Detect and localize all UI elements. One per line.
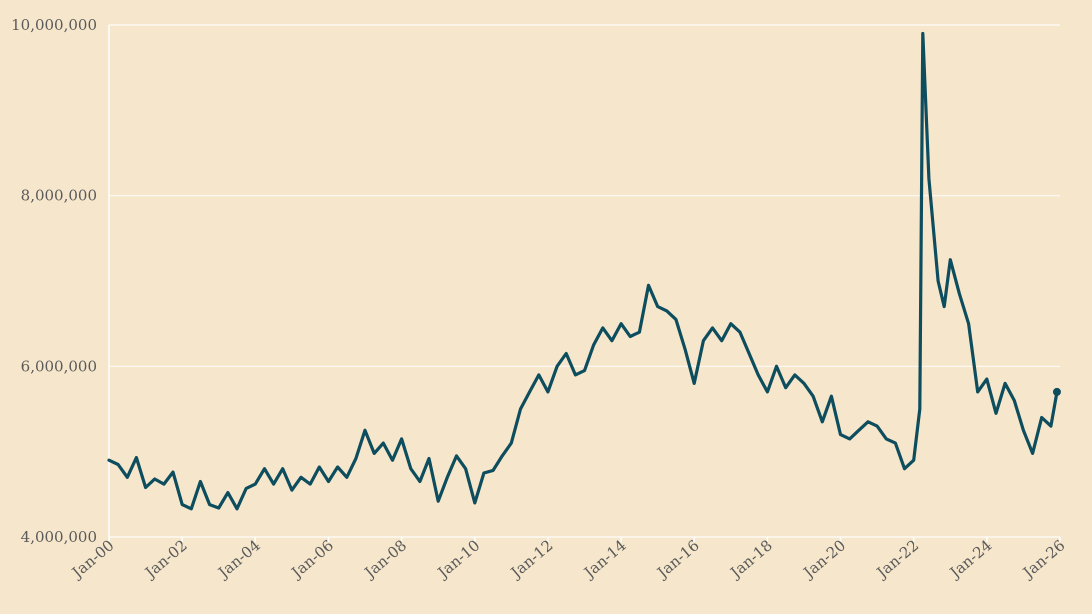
x-tick-label: Jan-12 — [506, 536, 556, 582]
x-tick-label: Jan-20 — [799, 536, 849, 582]
x-tick-label: Jan-18 — [725, 536, 775, 582]
x-tick-label: Jan-04 — [213, 536, 263, 582]
x-tick-label: Jan-02 — [140, 536, 190, 582]
series-end-marker — [1052, 387, 1061, 396]
y-tick-label: 4,000,000 — [21, 528, 97, 546]
x-axis-ticks: Jan-00 Jan-02 Jan-04 Jan-06 Jan-08 Jan-10 Jan-… — [67, 536, 1068, 582]
y-tick-label: 6,000,000 — [21, 357, 97, 375]
y-axis-ticks: 4,000,000 6,000,000 8,000,000 10,000,000 — [11, 16, 97, 546]
x-tick-label: Jan-14 — [579, 536, 629, 582]
x-tick-label: Jan-26 — [1018, 536, 1068, 582]
x-tick-label: Jan-16 — [652, 536, 702, 582]
y-tick-label: 10,000,000 — [11, 16, 97, 34]
x-tick-label: Jan-06 — [287, 536, 337, 582]
x-tick-label: Jan-24 — [945, 536, 995, 582]
series-group — [107, 31, 1061, 511]
x-tick-label: Jan-10 — [433, 536, 483, 582]
series-line — [107, 31, 1059, 511]
grid-lines — [108, 24, 1060, 538]
x-tick-label: Jan-08 — [360, 536, 410, 582]
y-tick-label: 8,000,000 — [21, 187, 97, 205]
x-tick-label: Jan-22 — [872, 536, 922, 582]
